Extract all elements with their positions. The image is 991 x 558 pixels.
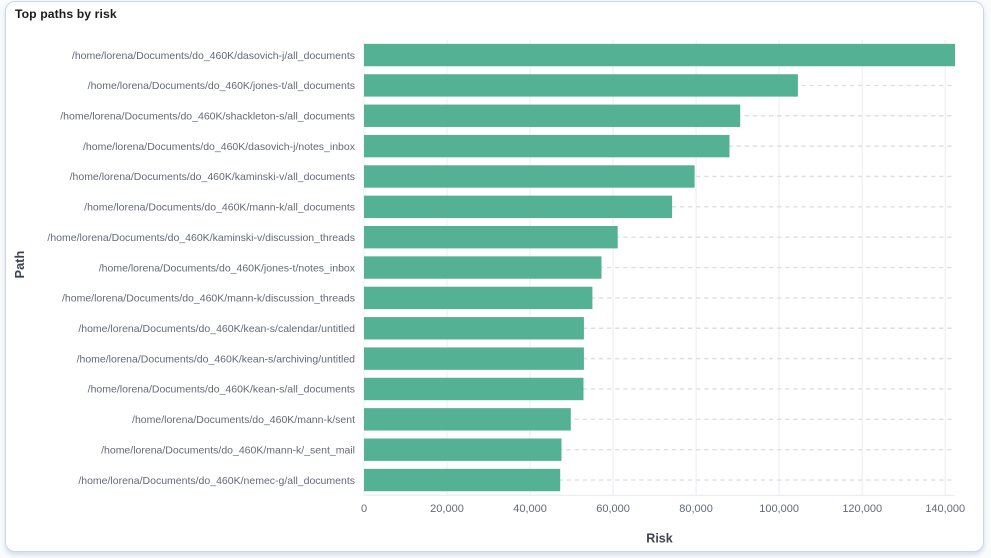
svg-text:80,000: 80,000 <box>679 503 713 515</box>
svg-text:/home/lorena/Documents/do_460K: /home/lorena/Documents/do_460K/nemec-g/a… <box>78 475 355 487</box>
svg-text:/home/lorena/Documents/do_460K: /home/lorena/Documents/do_460K/jones-t/n… <box>99 262 356 274</box>
svg-text:/home/lorena/Documents/do_460K: /home/lorena/Documents/do_460K/kean-s/ar… <box>77 353 356 365</box>
svg-text:60,000: 60,000 <box>596 503 630 515</box>
svg-text:120,000: 120,000 <box>842 503 882 515</box>
svg-text:/home/lorena/Documents/do_460K: /home/lorena/Documents/do_460K/mann-k/se… <box>132 414 355 426</box>
svg-text:/home/lorena/Documents/do_460K: /home/lorena/Documents/do_460K/kean-s/al… <box>88 384 355 396</box>
svg-text:100,000: 100,000 <box>759 503 799 515</box>
svg-text:/home/lorena/Documents/do_460K: /home/lorena/Documents/do_460K/dasovich-… <box>83 141 356 153</box>
svg-text:/home/lorena/Documents/do_460K: /home/lorena/Documents/do_460K/kaminski-… <box>70 171 355 183</box>
svg-text:/home/lorena/Documents/do_460K: /home/lorena/Documents/do_460K/mann-k/_s… <box>101 444 355 456</box>
svg-text:/home/lorena/Documents/do_460K: /home/lorena/Documents/do_460K/mann-k/al… <box>84 202 355 214</box>
svg-text:Path: Path <box>12 251 27 279</box>
svg-text:/home/lorena/Documents/do_460K: /home/lorena/Documents/do_460K/mann-k/di… <box>62 293 355 305</box>
svg-text:/home/lorena/Documents/do_460K: /home/lorena/Documents/do_460K/kean-s/ca… <box>78 323 355 335</box>
svg-text:/home/lorena/Documents/do_460K: /home/lorena/Documents/do_460K/jones-t/a… <box>88 80 355 92</box>
svg-text:/home/lorena/Documents/do_460K: /home/lorena/Documents/do_460K/dasovich-… <box>72 50 355 62</box>
svg-text:/home/lorena/Documents/do_460K: /home/lorena/Documents/do_460K/shackleto… <box>60 110 355 122</box>
svg-text:/home/lorena/Documents/do_460K: /home/lorena/Documents/do_460K/kaminski-… <box>47 232 355 244</box>
svg-text:140,000: 140,000 <box>925 503 965 515</box>
svg-text:20,000: 20,000 <box>430 503 464 515</box>
svg-text:Risk: Risk <box>646 532 672 546</box>
svg-text:0: 0 <box>361 503 367 515</box>
svg-text:40,000: 40,000 <box>513 503 547 515</box>
